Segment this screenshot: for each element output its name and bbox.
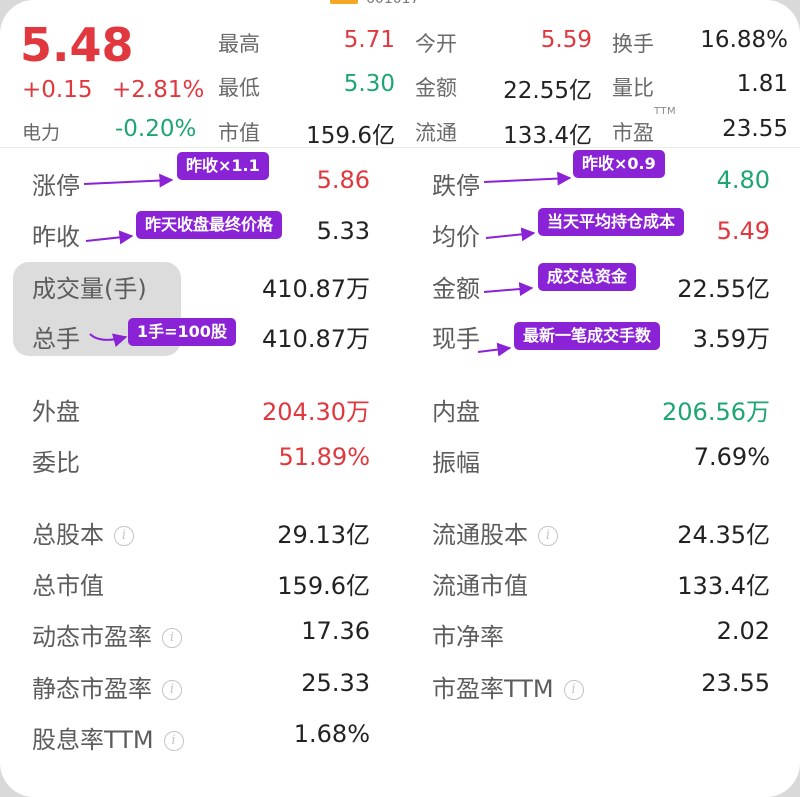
label-dividend-ttm: 股息率TTM i xyxy=(32,720,184,755)
arrow-limit-down xyxy=(483,171,572,186)
arrow-prev-close xyxy=(85,230,134,245)
sector-change: -0.20% xyxy=(115,116,197,142)
current-price: 5.48 xyxy=(20,18,134,72)
label-volume: 成交量(手) xyxy=(32,275,147,303)
stat-value-open: 5.59 xyxy=(540,27,592,53)
label-amplitude: 振幅 xyxy=(432,449,480,477)
stat-value-turnover: 16.88% xyxy=(700,27,788,53)
label-inner: 内盘 xyxy=(432,398,480,426)
value-pe-ttm: 23.55 xyxy=(701,669,770,697)
value-total-hands: 410.87万 xyxy=(262,325,370,353)
price-change-pct: +2.81% xyxy=(112,77,205,103)
label-pb: 市净率 xyxy=(432,623,504,651)
label-dynamic-pe-text: 动态市盈率 xyxy=(32,623,152,651)
label-pe-ttm-text: 市盈率TTM xyxy=(432,675,554,703)
label-avg-price: 均价 xyxy=(432,223,480,251)
stat-value-low: 5.30 xyxy=(343,71,395,97)
sector-name[interactable]: 电力 xyxy=(22,122,61,144)
stat-value-mcap: 159.6亿 xyxy=(306,123,395,149)
value-amount: 22.55亿 xyxy=(677,275,770,303)
info-icon[interactable]: i xyxy=(163,731,184,751)
annotation-limit-up: 昨收×1.1 xyxy=(177,152,269,180)
price-change: +0.15 xyxy=(22,77,93,103)
label-dynamic-pe: 动态市盈率 i xyxy=(32,617,182,652)
stat-label-high: 最高 xyxy=(218,32,260,56)
value-total-shares: 29.13亿 xyxy=(277,521,370,549)
stock-code-strip: 601017 xyxy=(330,0,419,6)
info-icon[interactable]: i xyxy=(538,526,558,546)
stat-label-volume-ratio: 量比 xyxy=(612,76,654,100)
value-float-mcap: 133.4亿 xyxy=(677,572,770,600)
header-divider xyxy=(0,147,800,148)
value-amplitude: 7.69% xyxy=(693,443,770,471)
arrow-limit-up xyxy=(83,173,174,188)
stock-code: 601017 xyxy=(366,0,419,6)
value-pb: 2.02 xyxy=(716,617,770,645)
label-float-shares-text: 流通股本 xyxy=(432,521,528,549)
stat-label-turnover: 换手 xyxy=(612,32,654,56)
label-static-pe: 静态市盈率 i xyxy=(32,669,182,704)
annotation-total-hands: 1手=100股 xyxy=(128,318,236,346)
value-total-mcap: 159.6亿 xyxy=(277,572,370,600)
stat-label-open: 今开 xyxy=(415,32,457,56)
info-icon[interactable]: i xyxy=(114,526,134,546)
value-inner: 206.56万 xyxy=(662,398,770,426)
value-outer: 204.30万 xyxy=(262,398,370,426)
arrow-avg-price xyxy=(485,227,536,242)
value-dynamic-pe: 17.36 xyxy=(301,617,370,645)
label-total-shares-text: 总股本 xyxy=(32,521,104,549)
label-current-hands: 现手 xyxy=(432,325,480,353)
exchange-logo-icon xyxy=(330,0,358,4)
label-total-hands: 总手 xyxy=(32,325,80,353)
value-dividend-ttm: 1.68% xyxy=(293,720,370,748)
annotation-avg-price: 当天平均持仓成本 xyxy=(538,208,685,236)
value-limit-up: 5.86 xyxy=(316,166,370,194)
label-prev-close: 昨收 xyxy=(32,223,80,251)
value-current-hands: 3.59万 xyxy=(692,325,770,353)
stat-label-mcap: 市值 xyxy=(218,121,260,145)
stat-label-amount: 金额 xyxy=(415,76,457,100)
annotation-limit-down: 昨收×0.9 xyxy=(573,150,665,178)
stat-label-low: 最低 xyxy=(218,76,260,100)
stat-value-amount: 22.55亿 xyxy=(503,78,592,104)
annotation-amount: 成交总资金 xyxy=(538,263,637,291)
label-float-shares: 流通股本 i xyxy=(432,515,558,550)
label-limit-down: 跌停 xyxy=(432,172,480,200)
value-prev-close: 5.33 xyxy=(316,217,370,245)
value-static-pe: 25.33 xyxy=(301,669,370,697)
label-float-mcap: 流通市值 xyxy=(432,572,528,600)
label-commission-ratio: 委比 xyxy=(32,449,80,477)
stat-label-float: 流通 xyxy=(415,121,457,145)
label-static-pe-text: 静态市盈率 xyxy=(32,675,152,703)
stat-value-pe: 23.55 xyxy=(722,116,788,142)
label-total-shares: 总股本 i xyxy=(32,515,134,550)
stat-value-high: 5.71 xyxy=(343,27,395,53)
info-icon[interactable]: i xyxy=(162,680,182,700)
stat-value-float: 133.4亿 xyxy=(503,123,592,149)
label-outer: 外盘 xyxy=(32,398,80,426)
value-float-shares: 24.35亿 xyxy=(677,521,770,549)
value-commission-ratio: 51.89% xyxy=(278,443,370,471)
stat-value-volume-ratio: 1.81 xyxy=(736,71,788,97)
label-limit-up: 涨停 xyxy=(32,172,80,200)
info-icon[interactable]: i xyxy=(563,680,584,700)
stat-label-pe: 市盈 xyxy=(612,121,654,145)
value-limit-down: 4.80 xyxy=(716,166,770,194)
annotation-current-hands: 最新一笔成交手数 xyxy=(514,322,661,350)
pe-ttm-superscript: TTM xyxy=(654,106,677,117)
value-volume: 410.87万 xyxy=(262,275,370,303)
arrow-current-hands xyxy=(477,342,512,357)
label-amount: 金额 xyxy=(432,275,480,303)
label-pe-ttm: 市盈率TTM i xyxy=(432,669,584,704)
label-total-mcap: 总市值 xyxy=(32,572,104,600)
value-avg-price: 5.49 xyxy=(716,217,770,245)
info-icon[interactable]: i xyxy=(162,628,182,648)
annotation-prev-close: 昨天收盘最终价格 xyxy=(136,211,283,239)
label-dividend-ttm-text: 股息率TTM xyxy=(32,726,154,754)
arrow-amount xyxy=(483,282,534,297)
